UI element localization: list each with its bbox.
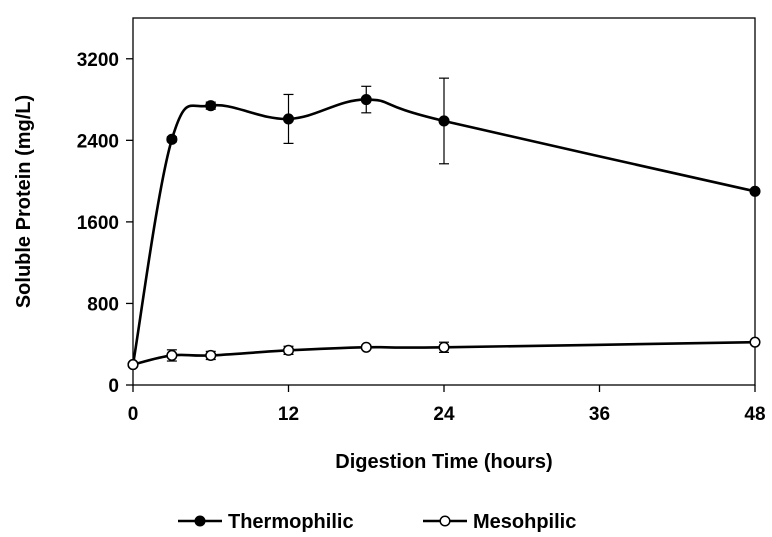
data-point	[166, 133, 178, 145]
y-axis-title: Soluble Protein (mg/L)	[13, 95, 35, 308]
data-point	[438, 115, 450, 127]
series-layer	[127, 77, 761, 371]
axes: 0 800 1600 2400 3200 0 12 24 36 48	[77, 17, 766, 425]
y-tick-label: 2400	[77, 131, 119, 152]
x-tick-label: 48	[744, 404, 765, 425]
y-tick-label: 0	[108, 376, 119, 397]
x-tick-label: 0	[128, 404, 139, 425]
legend-label: Thermophilic	[228, 511, 354, 533]
series-line	[132, 340, 756, 366]
data-point	[282, 113, 295, 125]
data-point	[360, 94, 372, 106]
data-point	[205, 100, 217, 112]
data-point	[749, 185, 761, 197]
data-point	[205, 349, 217, 361]
x-axis-title: Digestion Time (hours)	[335, 451, 552, 473]
legend-marker	[439, 515, 451, 527]
legend: Thermophilic Mesohpilic	[178, 511, 576, 533]
legend-label: Mesohpilic	[473, 511, 576, 533]
data-point	[127, 359, 139, 371]
series-mesohpilic	[127, 336, 761, 371]
data-point	[282, 344, 295, 356]
series-thermophilic	[127, 77, 761, 371]
data-point	[749, 336, 761, 348]
data-point	[166, 349, 178, 361]
legend-marker	[194, 515, 206, 527]
data-point	[438, 341, 450, 353]
x-tick-label: 36	[589, 404, 610, 425]
y-tick-label: 800	[87, 294, 119, 315]
y-tick-label: 3200	[77, 50, 119, 71]
x-tick-label: 12	[278, 404, 299, 425]
data-point	[360, 341, 372, 353]
y-tick-label: 1600	[77, 213, 119, 234]
plot-frame	[132, 17, 756, 386]
x-tick-label: 24	[433, 404, 455, 425]
